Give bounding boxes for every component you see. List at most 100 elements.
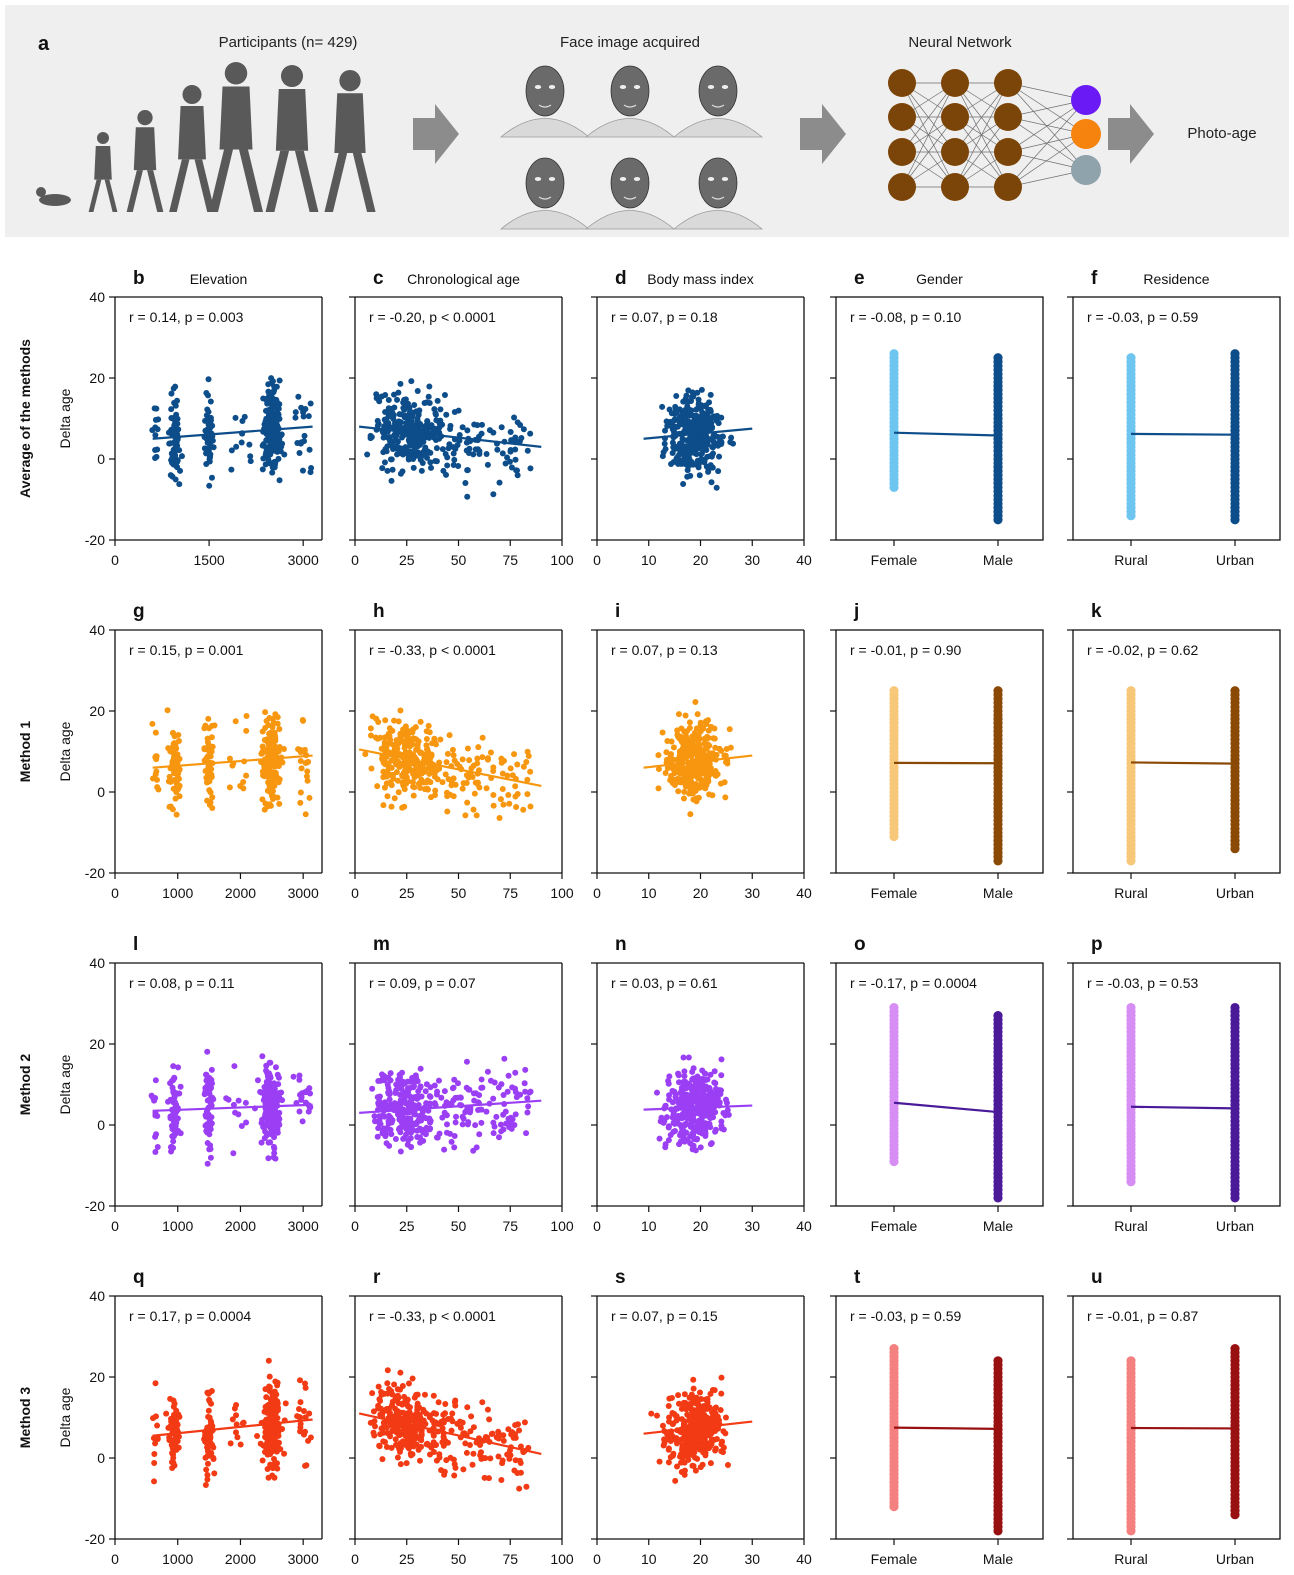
data-point (305, 413, 312, 420)
data-point (384, 1124, 391, 1131)
data-point (464, 799, 471, 806)
data-point (380, 768, 387, 775)
data-point (727, 439, 734, 446)
data-point (441, 1088, 448, 1095)
data-point (683, 755, 690, 762)
data-point (417, 718, 424, 725)
data-point (479, 421, 486, 428)
data-point (397, 1148, 404, 1155)
data-point (300, 409, 307, 416)
data-point (427, 449, 434, 456)
data-point (230, 1101, 237, 1108)
data-point (721, 752, 728, 759)
data-point (681, 774, 688, 781)
data-point (513, 467, 520, 474)
y-tick-label: 0 (97, 1117, 105, 1133)
x-tick-label: 0 (111, 1551, 119, 1567)
data-point (459, 1121, 466, 1128)
data-point (680, 481, 687, 488)
data-point (426, 423, 433, 430)
data-point (403, 1131, 410, 1138)
data-point (524, 776, 531, 783)
data-point (433, 1091, 440, 1098)
data-point (270, 1098, 277, 1105)
data-point (498, 1081, 505, 1088)
data-point (476, 1092, 483, 1099)
data-point (392, 1436, 399, 1443)
data-point (501, 1055, 508, 1062)
network-node (994, 103, 1022, 131)
data-point (681, 1138, 688, 1145)
x-tick-label: 0 (351, 1551, 359, 1567)
data-point (432, 1441, 439, 1448)
data-point (681, 1068, 688, 1075)
data-point (272, 749, 279, 756)
network-output-node (1071, 85, 1101, 115)
data-point (269, 412, 276, 419)
data-point (434, 397, 441, 404)
data-point (506, 458, 513, 465)
data-point (443, 411, 450, 418)
data-point (683, 740, 690, 747)
data-point (717, 780, 724, 787)
data-point (427, 459, 434, 466)
data-point (665, 1403, 672, 1410)
data-point (232, 414, 239, 421)
x-tick-label: 1000 (162, 1218, 193, 1234)
data-point (371, 1113, 378, 1120)
data-point (269, 1445, 276, 1452)
data-point (428, 464, 435, 471)
data-point (300, 413, 307, 420)
data-point (439, 779, 446, 786)
data-point (490, 792, 497, 799)
data-point (426, 434, 433, 441)
data-point (166, 773, 173, 780)
panel-d: dr = 0.07, p = 0.180 10 20 30 40 (591, 268, 812, 568)
data-point (296, 449, 303, 456)
data-point (512, 783, 519, 790)
data-point (207, 1142, 214, 1149)
data-point (678, 1405, 685, 1412)
data-point (1126, 353, 1136, 363)
data-point (271, 1388, 278, 1395)
data-point (262, 709, 269, 716)
data-point (207, 414, 214, 421)
data-point (374, 417, 381, 424)
data-point (468, 765, 475, 772)
data-point (409, 1440, 416, 1447)
data-point (525, 1103, 532, 1110)
data-point (669, 779, 676, 786)
x-tick-label: 30 (744, 885, 760, 901)
data-point (204, 392, 211, 399)
data-point (170, 461, 177, 468)
data-point (374, 783, 381, 790)
data-point (691, 729, 698, 736)
data-point (444, 1121, 451, 1128)
x-tick-label: 20 (693, 552, 709, 568)
data-point (271, 403, 278, 410)
data-point (728, 434, 735, 441)
data-point (444, 454, 451, 461)
data-point (416, 1457, 423, 1464)
data-point (694, 711, 701, 718)
data-point (436, 429, 443, 436)
data-point (400, 1135, 407, 1142)
data-point (405, 1124, 412, 1131)
data-point (400, 769, 407, 776)
category-points-urban (1230, 349, 1240, 525)
data-point (430, 1432, 437, 1439)
data-point (443, 759, 450, 766)
data-point (301, 432, 308, 439)
data-point (167, 472, 174, 479)
data-point (712, 1128, 719, 1135)
data-point (426, 1093, 433, 1100)
data-point (690, 1065, 697, 1072)
data-point (406, 438, 413, 445)
x-tick-label: 100 (550, 552, 574, 568)
data-point (692, 699, 699, 706)
data-point (207, 398, 214, 405)
data-point (472, 1122, 479, 1129)
data-point (385, 397, 392, 404)
